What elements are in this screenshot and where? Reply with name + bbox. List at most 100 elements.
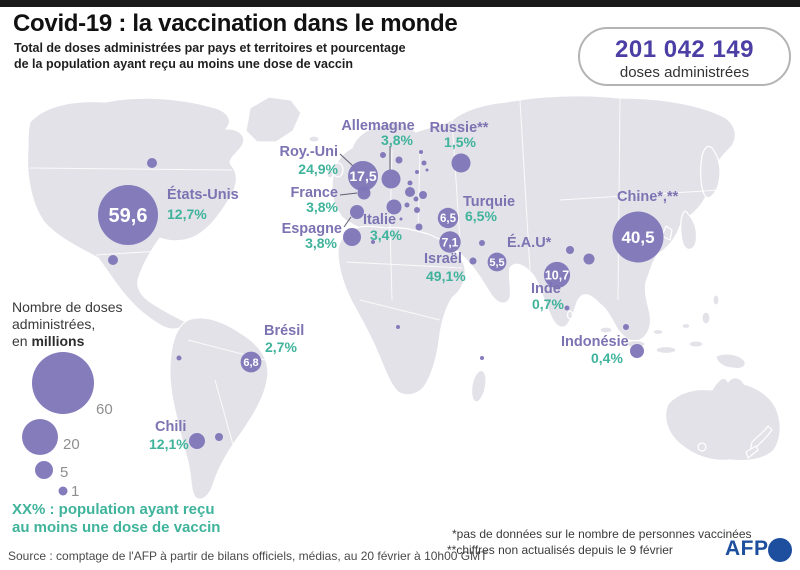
country-bubble bbox=[437, 207, 459, 229]
country-bubble bbox=[381, 169, 401, 189]
country-bubble bbox=[386, 199, 402, 215]
footnote-not-updated: **chiffres non actualisés depuis le 9 fé… bbox=[447, 543, 673, 557]
country-bubbles: 59,6 17,5 6,5 7,1 5,5 10,7 40,5 6,8 bbox=[98, 153, 664, 449]
country-dot bbox=[480, 356, 484, 360]
total-doses-label: doses administrées bbox=[619, 64, 750, 81]
afp-logo-circle bbox=[768, 538, 792, 562]
country-dot bbox=[419, 191, 427, 199]
legend-circle-value: 20 bbox=[63, 436, 80, 453]
footnote-no-data: *pas de données sur le nombre de personn… bbox=[452, 527, 752, 541]
country-name-label: France bbox=[290, 185, 338, 201]
country-dot bbox=[396, 325, 400, 329]
legend-circle bbox=[22, 419, 58, 455]
country-percent-label: 3,8% bbox=[305, 235, 337, 251]
bubble-value: 17,5 bbox=[349, 168, 376, 184]
country-percent-label: 24,9% bbox=[298, 161, 338, 177]
country-bubble bbox=[543, 261, 571, 289]
country-bubble bbox=[240, 351, 262, 373]
country-name-label: Allemagne bbox=[341, 118, 415, 134]
country-bubble bbox=[439, 231, 461, 253]
country-name-label: États-Unis bbox=[167, 187, 239, 203]
country-dot bbox=[147, 158, 157, 168]
country-name-label: Inde bbox=[531, 281, 561, 297]
country-bubble bbox=[630, 344, 644, 358]
label-pointer-line bbox=[339, 192, 358, 196]
country-dot bbox=[371, 240, 375, 244]
bubble-value: 6,5 bbox=[440, 213, 457, 225]
country-bubble bbox=[350, 205, 364, 219]
country-percent-label: 3,8% bbox=[306, 199, 338, 215]
label-pointer-line bbox=[343, 216, 352, 228]
bubble-value: 59,6 bbox=[109, 205, 148, 227]
total-doses-badge: 201 042 149 doses administrées bbox=[578, 27, 791, 86]
country-name-label: Israël bbox=[424, 251, 462, 267]
page-title: Covid-19 : la vaccination dans le monde bbox=[13, 10, 458, 37]
legend-circle-value: 5 bbox=[60, 464, 68, 481]
legend-circle bbox=[35, 461, 53, 479]
country-dot bbox=[419, 150, 423, 154]
country-bubble bbox=[98, 185, 158, 245]
country-borders bbox=[29, 97, 721, 471]
country-dot bbox=[395, 156, 403, 164]
bubble-value: 10,7 bbox=[545, 269, 569, 283]
country-percent-label: 6,5% bbox=[465, 208, 497, 224]
subtitle-line2: de la population ayant reçu au moins une… bbox=[14, 57, 353, 71]
country-dot bbox=[399, 217, 403, 221]
country-dot bbox=[405, 187, 415, 197]
country-bubble bbox=[357, 186, 371, 200]
legend-title-line2: administrées, bbox=[12, 316, 96, 332]
country-dot bbox=[380, 152, 386, 158]
country-name-label: Indonésie bbox=[561, 334, 629, 350]
country-percent-label: 12,1% bbox=[149, 436, 189, 452]
bubble-value: 40,5 bbox=[621, 228, 654, 247]
country-name-label: Italie bbox=[363, 212, 397, 228]
top-divider-bar bbox=[0, 0, 800, 7]
legend-title: Nombre de doses administrées, en million… bbox=[12, 299, 123, 350]
legend-circle bbox=[58, 486, 68, 496]
legend-circle-value: 60 bbox=[96, 401, 113, 418]
country-dot bbox=[566, 246, 574, 254]
country-name-label: Chili bbox=[155, 419, 187, 435]
country-dot bbox=[404, 202, 410, 208]
country-dot bbox=[421, 160, 427, 166]
legend-circles: 60 20 51 bbox=[22, 352, 113, 500]
country-dot bbox=[623, 324, 629, 330]
country-dot bbox=[479, 240, 485, 246]
country-name-label: Brésil bbox=[264, 323, 305, 339]
country-percent-label: 0,4% bbox=[591, 350, 623, 366]
percent-explainer-note: XX% : population ayant reçu au moins une… bbox=[12, 501, 220, 537]
country-bubble bbox=[348, 161, 378, 191]
country-percent-label: 3,4% bbox=[370, 227, 402, 243]
country-dot bbox=[413, 196, 419, 202]
country-bubble bbox=[451, 153, 471, 173]
percent-explainer-line1: XX% : population ayant reçu bbox=[12, 501, 215, 518]
unlabeled-country-dots bbox=[108, 150, 629, 441]
country-name-label: Chine*,** bbox=[617, 189, 679, 205]
country-percent-label: 0,7% bbox=[532, 296, 564, 312]
total-doses-number: 201 042 149 bbox=[615, 36, 754, 63]
bubble-value: 5,5 bbox=[489, 257, 504, 269]
percent-explainer-line2: au moins une dose de vaccin bbox=[12, 519, 221, 536]
country-percent-label: 2,7% bbox=[265, 339, 297, 355]
country-dot bbox=[415, 223, 423, 231]
legend-title-line3: en millions bbox=[12, 333, 85, 349]
label-pointer-lines bbox=[339, 146, 391, 228]
bubble-value: 6,8 bbox=[243, 357, 258, 369]
country-name-label: Espagne bbox=[281, 221, 342, 237]
country-dot bbox=[176, 355, 182, 361]
source-line: Source : comptage de l'AFP à partir de b… bbox=[8, 549, 488, 563]
country-dot bbox=[343, 228, 361, 246]
country-name-label: Russie** bbox=[429, 120, 489, 136]
country-dot bbox=[415, 170, 419, 174]
legend-circle bbox=[32, 352, 94, 414]
country-bubble bbox=[612, 211, 664, 263]
continents bbox=[26, 95, 781, 500]
label-pointer-line bbox=[339, 153, 354, 167]
country-dot bbox=[414, 207, 420, 213]
country-dot bbox=[425, 168, 429, 172]
subtitle-line1: Total de doses administrées par pays et … bbox=[14, 41, 406, 55]
country-bubble bbox=[487, 252, 507, 272]
country-name-label: É.A.U* bbox=[507, 235, 552, 251]
country-dot bbox=[564, 305, 570, 311]
